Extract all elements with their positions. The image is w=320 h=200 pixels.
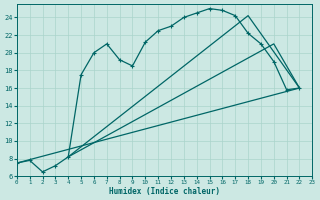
X-axis label: Humidex (Indice chaleur): Humidex (Indice chaleur)	[109, 187, 220, 196]
